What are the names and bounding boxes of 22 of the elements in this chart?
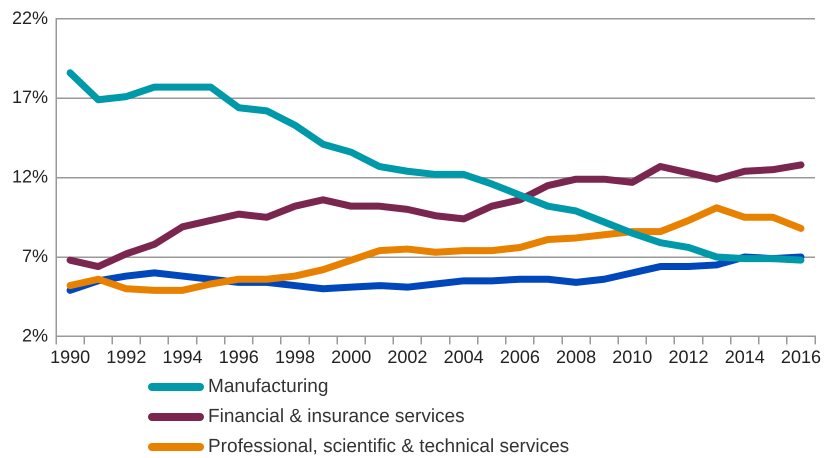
- y-tick-label: 12%: [12, 166, 48, 187]
- x-tick-label: 2010: [612, 347, 652, 368]
- x-tick-label: 1994: [162, 347, 203, 368]
- y-tick-label: 7%: [22, 246, 48, 266]
- x-tick-label: 1992: [106, 347, 146, 368]
- x-tick-label: 2016: [780, 347, 821, 368]
- legend-label: Manufacturing: [208, 376, 328, 398]
- x-tick-label: 2014: [724, 347, 765, 368]
- x-tick-label: 2004: [444, 347, 484, 368]
- legend-label: Professional, scientific & technical services: [208, 436, 570, 458]
- legend-label: Financial & insurance services: [208, 406, 465, 428]
- x-tick-label: 1990: [50, 347, 90, 368]
- x-tick-label: 1996: [218, 347, 259, 368]
- y-tick-label: 2%: [22, 325, 48, 346]
- x-tick-label: 2000: [331, 347, 372, 368]
- y-tick-label: 17%: [12, 87, 48, 108]
- x-tick-label: 2002: [387, 347, 428, 368]
- x-tick-label: 2008: [556, 347, 596, 368]
- x-tick-label: 1998: [274, 347, 315, 368]
- x-tick-label: 2006: [500, 347, 540, 368]
- x-tick-label: 2012: [668, 347, 709, 368]
- y-tick-label: 22%: [12, 8, 48, 28]
